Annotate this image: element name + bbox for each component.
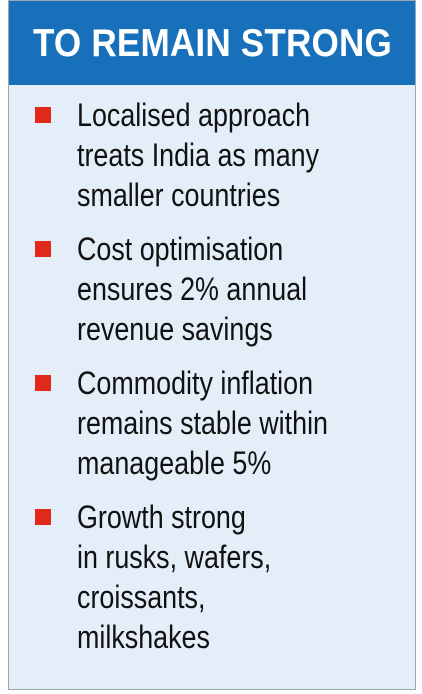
bullet-square-icon — [35, 241, 51, 257]
text-line: manageable 5% — [77, 445, 272, 481]
text-line: smaller countries — [77, 177, 281, 213]
text-line: milkshakes — [77, 619, 210, 655]
list-item-text: Cost optimisation ensures 2% annual reve… — [77, 229, 354, 349]
list-item-text: Growth strong in rusks, wafers, croissan… — [77, 497, 354, 657]
info-card: TO REMAIN STRONG Localised approach trea… — [8, 0, 416, 690]
header-banner: TO REMAIN STRONG — [9, 1, 415, 85]
bullet-square-icon — [35, 107, 51, 123]
text-line: in rusks, wafers, — [77, 539, 272, 575]
bullet-square-icon — [35, 509, 51, 525]
bullet-square-icon — [35, 375, 51, 391]
text-line: Cost optimisation — [77, 231, 284, 267]
text-line: Commodity inflation — [77, 365, 314, 401]
text-line: revenue savings — [77, 311, 273, 347]
text-line: remains stable within — [77, 405, 328, 441]
list-item-text: Commodity inflation remains stable withi… — [77, 363, 354, 483]
text-line: Growth strong — [77, 499, 246, 535]
text-line: ensures 2% annual — [77, 271, 308, 307]
header-title: TO REMAIN STRONG — [32, 21, 392, 65]
text-line: Localised approach — [77, 97, 311, 133]
text-line: treats India as many — [77, 137, 320, 173]
list-item-text: Localised approach treats India as many … — [77, 95, 354, 215]
text-line: croissants, — [77, 579, 206, 615]
